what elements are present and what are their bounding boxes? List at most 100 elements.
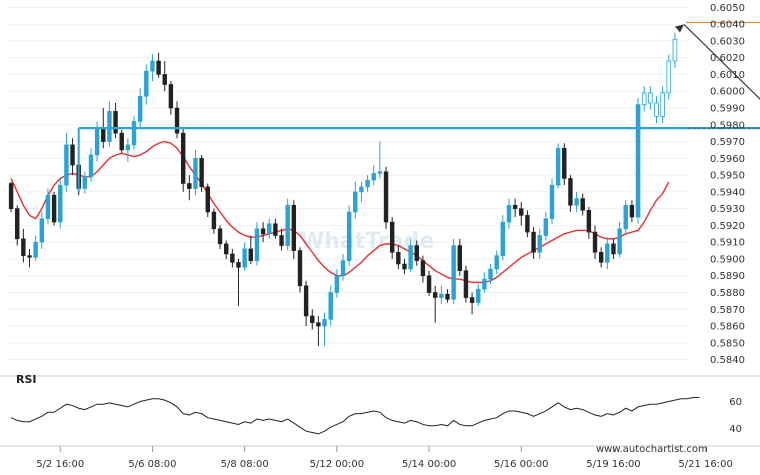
y-tick-label: 0.6030 [710, 36, 745, 47]
candle-body [635, 104, 641, 218]
candle-body [672, 38, 678, 62]
candle-body [273, 223, 278, 236]
candle-body [101, 127, 106, 142]
candle-body [125, 144, 131, 151]
moving-average [10, 140, 670, 284]
candle-body [27, 255, 32, 258]
grid-lines [8, 6, 690, 361]
candle-body [506, 204, 512, 223]
candle-body [512, 204, 518, 209]
candle-body [586, 210, 592, 233]
candle-body [519, 208, 524, 216]
candle-body [574, 198, 579, 206]
candle-body [414, 245, 419, 261]
candle-body [162, 74, 167, 85]
candle-body [666, 60, 672, 94]
x-tick-label: 5/19 16:00 [586, 459, 640, 470]
candle-body [199, 158, 204, 188]
candle-body [224, 243, 229, 255]
candle-body [297, 250, 303, 287]
candle-body [51, 194, 57, 223]
candle-body [119, 132, 124, 151]
y-tick-label: 0.5940 [710, 187, 745, 198]
candle-body [88, 154, 94, 178]
candle-body [451, 245, 456, 300]
y-tick-label: 0.6020 [710, 53, 745, 64]
candle-body [383, 171, 389, 223]
candle-body [174, 107, 180, 134]
candle-body [150, 60, 155, 72]
candle-body [500, 221, 506, 256]
y-tick-label: 0.5920 [710, 221, 745, 232]
price-axis: 0.5840 0.5850 0.5860 0.5870 0.5880 0.5890 0.59… [710, 3, 745, 366]
candle-body [236, 262, 241, 268]
y-tick-label: 0.5950 [710, 171, 745, 182]
y-tick-label: 0.6050 [710, 3, 745, 14]
x-tick-label: 5/21 16:00 [678, 459, 732, 470]
projection-arrow-head [675, 24, 684, 33]
candle-body [137, 95, 143, 122]
candle-body [543, 218, 549, 236]
candle-body [205, 186, 210, 213]
y-tick-label: 0.5840 [710, 355, 745, 366]
candle-body [322, 319, 327, 327]
y-tick-label: 0.5970 [710, 137, 745, 148]
candle-body [64, 144, 69, 186]
candle-body [168, 84, 174, 109]
candle-body [254, 228, 260, 261]
candle-body [426, 275, 432, 293]
candle-body [15, 208, 20, 240]
candle-body [445, 293, 450, 300]
candle-body [629, 204, 635, 218]
candle-body [463, 270, 469, 298]
candle-body [113, 111, 118, 134]
x-tick-label: 5/8 08:00 [221, 459, 269, 470]
y-tick-label: 0.5960 [710, 154, 745, 165]
x-tick-label: 5/6 08:00 [128, 459, 176, 470]
candle-body [439, 293, 444, 298]
candle-body [94, 127, 100, 156]
candle-body [291, 204, 297, 251]
candle-body [660, 92, 665, 117]
candle-body [82, 176, 88, 189]
candle-body [230, 253, 235, 263]
x-tick-label: 5/2 16:00 [36, 459, 84, 470]
candle-body [562, 147, 567, 179]
candle-body [131, 121, 137, 146]
y-tick-label: 0.5870 [710, 305, 745, 316]
candle-body [156, 60, 161, 75]
candle-body [592, 231, 598, 253]
candle-body [242, 248, 247, 268]
candle-body [605, 243, 610, 263]
y-tick-label: 0.5980 [710, 120, 745, 131]
rsi-tick-label: 60 [729, 397, 742, 408]
time-axis: 5/2 16:00 5/6 08:00 5/8 08:00 5/12 00:00 5/1… [0, 445, 760, 470]
rsi-label: RSI [16, 373, 37, 386]
candle-body [580, 198, 585, 211]
y-tick-label: 0.5860 [710, 322, 745, 333]
candle-body [346, 211, 352, 261]
candle-body [648, 92, 653, 104]
candle-body [8, 183, 14, 209]
candle-body [144, 70, 149, 97]
candles [8, 32, 678, 347]
candle-body [279, 235, 284, 246]
y-tick-label: 0.5850 [710, 338, 745, 349]
pattern-levels [77, 21, 760, 192]
y-tick-label: 0.6000 [710, 87, 745, 98]
candle-body [611, 243, 616, 255]
candle-body [248, 248, 254, 261]
candle-body [488, 268, 493, 280]
y-tick-label: 0.5990 [710, 104, 745, 115]
candle-body [285, 204, 290, 246]
candle-body [396, 251, 401, 265]
candle-body [482, 278, 487, 290]
candle-body [617, 228, 622, 255]
candle-body [568, 178, 573, 206]
candle-body [389, 221, 395, 253]
candle-body [217, 228, 223, 245]
candle-body [267, 223, 272, 235]
candle-body [260, 228, 266, 235]
candle-body [371, 173, 376, 181]
